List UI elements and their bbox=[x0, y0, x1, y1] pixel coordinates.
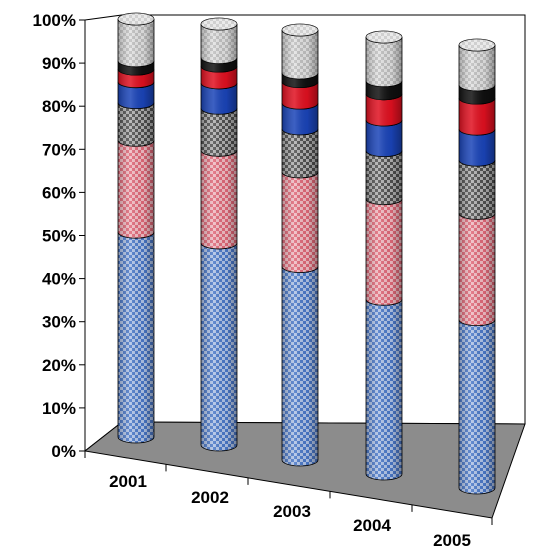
bar-segment-shading bbox=[201, 150, 237, 249]
bar-segment-shading bbox=[282, 266, 318, 466]
bar-top-cap-highlight bbox=[118, 13, 154, 25]
y-tick-label: 70% bbox=[42, 140, 76, 159]
bar-segment-shading bbox=[201, 24, 237, 64]
bar-top-cap-highlight bbox=[282, 24, 318, 36]
y-tick-label: 90% bbox=[42, 54, 76, 73]
x-tick-label-2002: 2002 bbox=[191, 488, 229, 507]
cylinder-2004 bbox=[365, 30, 403, 481]
bar-segment-shading bbox=[459, 129, 495, 167]
bar-top-cap-highlight bbox=[459, 39, 495, 51]
y-tick-label: 80% bbox=[42, 97, 76, 116]
bar-segment-shading bbox=[366, 299, 402, 480]
bar-segment-shading bbox=[366, 198, 402, 306]
bar-segment-shading bbox=[201, 108, 237, 157]
y-tick-label: 40% bbox=[42, 270, 76, 289]
x-tick-label-2003: 2003 bbox=[273, 502, 311, 521]
bar-segment-shading bbox=[201, 57, 237, 73]
y-tick-label: 60% bbox=[42, 183, 76, 202]
x-tick-label-2004: 2004 bbox=[353, 516, 391, 535]
bar-segment-shading bbox=[366, 150, 402, 205]
cylinders bbox=[117, 12, 496, 495]
bar-top-cap bbox=[365, 30, 403, 44]
bar-segment-shading bbox=[366, 93, 402, 127]
y-axis: 0% 10% 20% 30% 40% 50% 60% 70% 80% 90% 100% bbox=[33, 11, 85, 461]
bar-segment-shading bbox=[118, 81, 154, 109]
bar-segment-shading bbox=[282, 128, 318, 178]
cylinder-2005 bbox=[458, 38, 496, 495]
bar-segment-shading bbox=[459, 45, 495, 91]
bar-segment-shading bbox=[282, 73, 318, 88]
bar-top-cap bbox=[200, 17, 238, 31]
bar-segment-shading bbox=[201, 66, 237, 89]
bar-top-cap bbox=[281, 23, 319, 37]
bar-segment-shading bbox=[459, 84, 495, 105]
y-tick-label: 30% bbox=[42, 313, 76, 332]
bar-segment-shading bbox=[459, 98, 495, 136]
y-tick-label: 20% bbox=[42, 356, 76, 375]
y-tick-label: 0% bbox=[51, 442, 76, 461]
bar-segment-shading bbox=[118, 69, 154, 88]
bar-segment-shading bbox=[201, 242, 237, 451]
x-axis: 2001 2002 2003 2004 2005 bbox=[84, 451, 493, 550]
x-tick-label-2001: 2001 bbox=[109, 472, 147, 491]
bar-segment-shading bbox=[118, 60, 154, 76]
y-tick-label: 50% bbox=[42, 227, 76, 246]
bar-segment-shading bbox=[282, 81, 318, 110]
side-wall bbox=[84, 14, 123, 453]
bar-segment-shading bbox=[366, 37, 402, 87]
bar-top-cap-highlight bbox=[366, 31, 402, 43]
bar-top-cap bbox=[458, 38, 496, 52]
y-tick-label: 10% bbox=[42, 399, 76, 418]
bar-segment-shading bbox=[459, 160, 495, 220]
bar-segment-shading bbox=[118, 19, 154, 67]
bar-segment-shading bbox=[366, 120, 402, 157]
bar-segment-shading bbox=[282, 30, 318, 79]
x-tick-label-2005: 2005 bbox=[433, 531, 471, 550]
bar-top-cap bbox=[117, 12, 155, 26]
bar-segment-shading bbox=[459, 319, 495, 494]
bar-segment-shading bbox=[118, 102, 154, 147]
bar-segment-shading bbox=[366, 80, 402, 100]
bar-segment-shading bbox=[201, 82, 237, 115]
y-tick-label: 100% bbox=[33, 11, 76, 30]
bar-top-cap-highlight bbox=[201, 18, 237, 30]
bar-segment-shading bbox=[118, 140, 154, 239]
cylinder-2002 bbox=[200, 17, 238, 452]
cylinder-2001 bbox=[117, 12, 155, 444]
bar-segment-shading bbox=[459, 213, 495, 326]
cylinder-2003 bbox=[281, 23, 319, 467]
bar-segment-shading bbox=[282, 103, 318, 135]
bar-segment-shading bbox=[282, 171, 318, 273]
bar-segment-shading bbox=[118, 232, 154, 443]
